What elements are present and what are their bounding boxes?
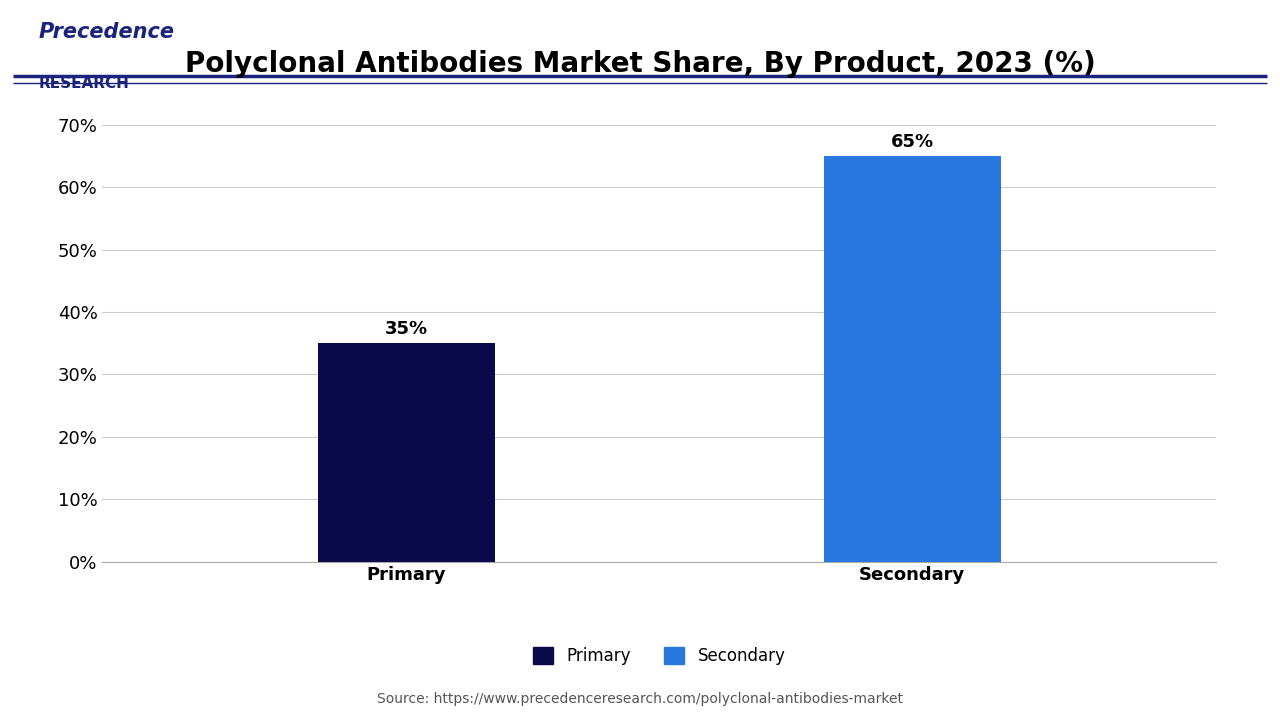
Text: 35%: 35% (384, 320, 428, 338)
Bar (824, 156, 1001, 562)
Bar (317, 343, 494, 562)
Text: Source: https://www.precedenceresearch.com/polyclonal-antibodies-market: Source: https://www.precedenceresearch.c… (378, 692, 902, 706)
Text: RESEARCH: RESEARCH (38, 76, 129, 91)
Text: Precedence: Precedence (38, 22, 174, 42)
Legend: Primary, Secondary: Primary, Secondary (526, 640, 792, 672)
Text: 65%: 65% (891, 133, 934, 151)
Text: Polyclonal Antibodies Market Share, By Product, 2023 (%): Polyclonal Antibodies Market Share, By P… (184, 50, 1096, 78)
